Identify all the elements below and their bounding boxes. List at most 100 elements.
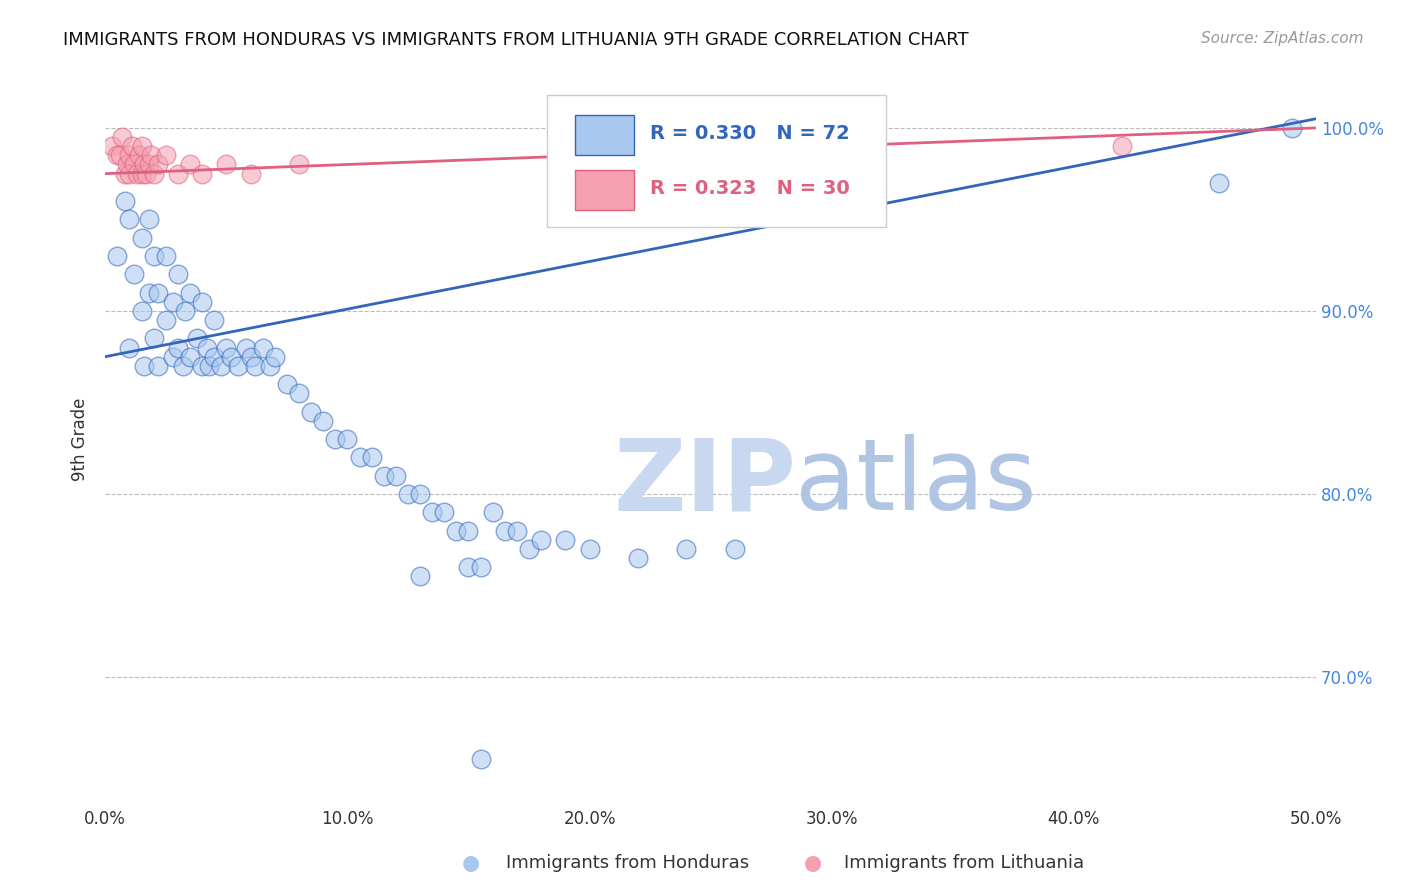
Point	[124, 268, 146, 282]
Point	[162, 350, 184, 364]
Point	[191, 167, 214, 181]
Point	[215, 157, 238, 171]
Point	[336, 432, 359, 446]
Point	[118, 148, 141, 162]
Point	[433, 505, 456, 519]
Point	[167, 341, 190, 355]
Point	[288, 386, 311, 401]
Point	[167, 167, 190, 181]
Point	[179, 285, 201, 300]
Point	[155, 313, 177, 327]
Point	[517, 541, 540, 556]
Point	[162, 294, 184, 309]
Point	[111, 130, 134, 145]
Point	[530, 533, 553, 547]
Point	[135, 167, 157, 181]
Point	[245, 359, 267, 373]
Point	[360, 450, 382, 465]
Text: Source: ZipAtlas.com: Source: ZipAtlas.com	[1201, 31, 1364, 46]
FancyBboxPatch shape	[547, 95, 886, 227]
Point	[481, 505, 503, 519]
FancyBboxPatch shape	[575, 170, 634, 210]
Y-axis label: 9th Grade: 9th Grade	[72, 397, 89, 481]
Point	[420, 505, 443, 519]
Point	[115, 157, 138, 171]
Point	[252, 341, 274, 355]
Point	[219, 350, 242, 364]
Point	[179, 350, 201, 364]
Point	[138, 212, 160, 227]
Point	[155, 148, 177, 162]
Point	[105, 249, 128, 263]
Point	[114, 194, 136, 208]
Point	[142, 249, 165, 263]
Point	[138, 285, 160, 300]
Point	[148, 285, 170, 300]
Point	[446, 524, 468, 538]
Point	[627, 551, 650, 566]
Point	[506, 524, 529, 538]
Point	[132, 359, 155, 373]
Point	[349, 450, 371, 465]
Point	[263, 350, 285, 364]
Point	[131, 230, 153, 244]
Point	[239, 350, 262, 364]
Point	[128, 148, 150, 162]
Text: R = 0.330   N = 72: R = 0.330 N = 72	[650, 124, 849, 143]
Point	[373, 468, 395, 483]
Point	[202, 350, 225, 364]
Point	[228, 359, 250, 373]
Point	[118, 212, 141, 227]
Point	[131, 139, 153, 153]
Point	[131, 304, 153, 318]
Point	[148, 359, 170, 373]
Point	[1111, 139, 1133, 153]
Point	[288, 157, 311, 171]
Point	[118, 167, 141, 181]
Point	[118, 341, 141, 355]
Point	[578, 167, 600, 181]
Text: atlas: atlas	[796, 434, 1038, 532]
Point	[132, 157, 155, 171]
Point	[195, 341, 218, 355]
Point	[114, 167, 136, 181]
Point	[215, 341, 238, 355]
Point	[554, 533, 576, 547]
Point	[191, 294, 214, 309]
Point	[125, 167, 148, 181]
Text: Immigrants from Lithuania: Immigrants from Lithuania	[844, 855, 1084, 872]
Point	[174, 304, 197, 318]
Point	[191, 359, 214, 373]
Point	[142, 331, 165, 345]
Point	[198, 359, 221, 373]
Point	[259, 359, 281, 373]
Text: ZIP: ZIP	[614, 434, 797, 532]
Point	[239, 167, 262, 181]
Point	[845, 148, 868, 162]
Point	[494, 524, 516, 538]
Point	[202, 313, 225, 327]
Point	[396, 487, 419, 501]
Point	[235, 341, 257, 355]
Point	[409, 569, 432, 583]
Point	[138, 157, 160, 171]
Point	[1281, 120, 1303, 135]
Text: ●: ●	[804, 854, 821, 873]
Point	[172, 359, 194, 373]
Point	[121, 139, 143, 153]
FancyBboxPatch shape	[575, 115, 634, 155]
Text: R = 0.323   N = 30: R = 0.323 N = 30	[650, 179, 849, 198]
Text: IMMIGRANTS FROM HONDURAS VS IMMIGRANTS FROM LITHUANIA 9TH GRADE CORRELATION CHAR: IMMIGRANTS FROM HONDURAS VS IMMIGRANTS F…	[63, 31, 969, 49]
Point	[131, 167, 153, 181]
Point	[470, 560, 492, 574]
Text: ●: ●	[463, 854, 479, 873]
Point	[276, 377, 298, 392]
Point	[470, 752, 492, 766]
Point	[186, 331, 208, 345]
Point	[409, 487, 432, 501]
Point	[105, 148, 128, 162]
Point	[457, 560, 479, 574]
Point	[724, 541, 747, 556]
Point	[312, 414, 335, 428]
Point	[675, 541, 697, 556]
